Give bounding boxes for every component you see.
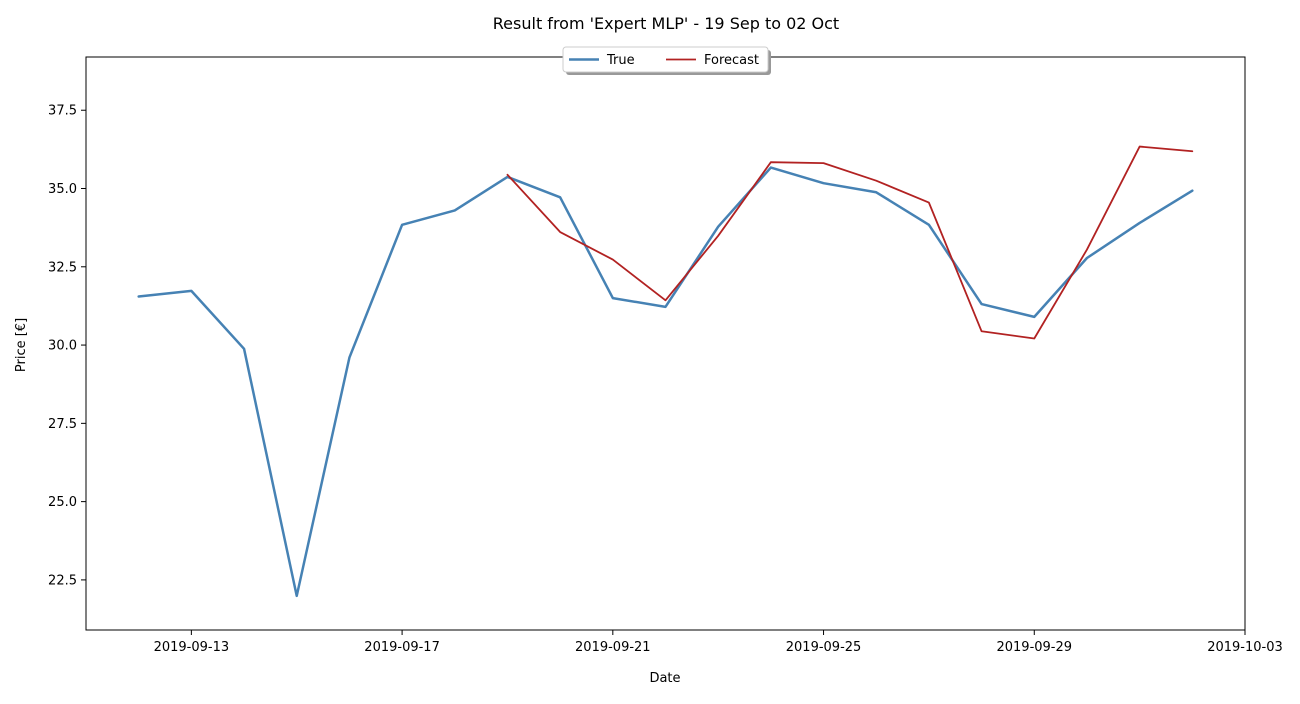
series-line-true bbox=[137, 166, 1194, 598]
legend-label-forecast: Forecast bbox=[704, 53, 759, 68]
y-tick-label: 22.5 bbox=[48, 573, 77, 588]
series-line-forecast bbox=[506, 145, 1194, 340]
y-tick-label: 25.0 bbox=[48, 495, 77, 510]
y-tick-label: 27.5 bbox=[48, 417, 77, 432]
x-tick-label: 2019-09-29 bbox=[996, 640, 1072, 655]
y-tick-label: 32.5 bbox=[48, 260, 77, 275]
legend-box bbox=[562, 46, 769, 73]
chart-title: Result from 'Expert MLP' - 19 Sep to 02 … bbox=[493, 14, 839, 33]
y-tick-label: 37.5 bbox=[48, 104, 77, 119]
plot-frame bbox=[85, 56, 1246, 631]
axes: 2019-09-13 2019-09-17 2019-09-21 2019-09-25… bbox=[48, 56, 1283, 655]
legend: True Forecast bbox=[562, 46, 771, 75]
plot-area bbox=[137, 145, 1194, 598]
x-tick-label: 2019-09-13 bbox=[154, 640, 230, 655]
y-tick-label: 35.0 bbox=[48, 182, 77, 197]
legend-label-true: True bbox=[606, 53, 635, 68]
y-axis-label: Price [€] bbox=[14, 318, 29, 372]
x-tick-label: 2019-09-21 bbox=[575, 640, 651, 655]
x-tick-label: 2019-09-17 bbox=[364, 640, 440, 655]
y-tick-label: 30.0 bbox=[48, 339, 77, 354]
x-axis-label: Date bbox=[649, 671, 680, 686]
x-tick-label: 2019-10-03 bbox=[1207, 640, 1283, 655]
x-tick-label: 2019-09-25 bbox=[786, 640, 862, 655]
